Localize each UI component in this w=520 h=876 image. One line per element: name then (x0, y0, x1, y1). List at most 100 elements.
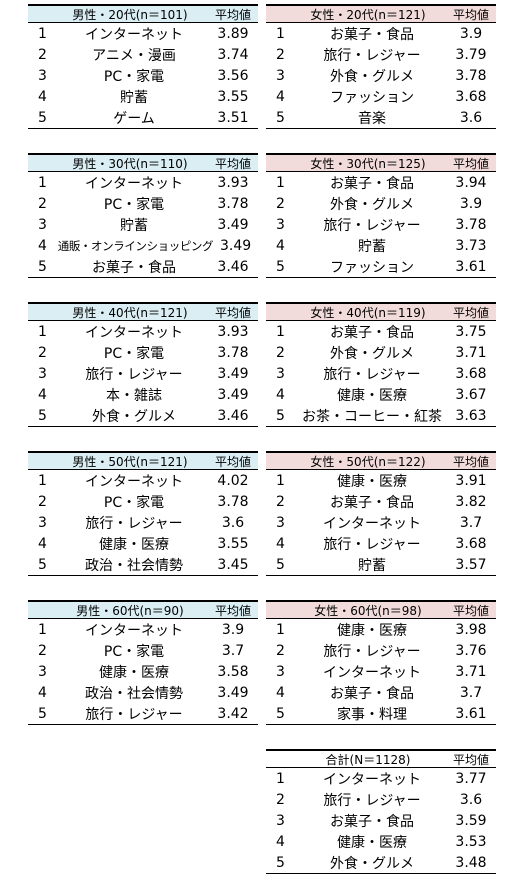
group-label: 男性・40代(n＝121) (72, 305, 188, 320)
table-row: 4 貯蓄 3.73 (266, 235, 496, 256)
category-cell: 外食・グルメ (330, 855, 414, 872)
average-value-cell: 3.78 (217, 195, 249, 212)
rank-cell: 5 (38, 556, 47, 573)
rank-cell: 5 (276, 258, 285, 275)
rank-cell: 4 (38, 684, 47, 701)
table-row: 1 インターネット 3.9 (28, 619, 258, 640)
table-row: 2 PC・家電 3.78 (28, 491, 258, 512)
category-cell: 政治・社会情勢 (85, 685, 183, 702)
average-column-label: 平均値 (452, 7, 489, 22)
table-row: 5 ゲーム 3.51 (28, 107, 258, 129)
average-value-cell: 3.71 (455, 344, 487, 361)
group-label: 男性・50代(n＝121) (72, 454, 188, 469)
rank-cell: 4 (276, 535, 285, 552)
average-value-cell: 3.76 (455, 642, 487, 659)
category-cell: 外食・グルメ (330, 196, 414, 213)
table-row: 4 ファッション 3.68 (266, 86, 496, 107)
category-cell: 貯蓄 (358, 238, 386, 255)
average-value-cell: 3.77 (455, 770, 487, 787)
rank-cell: 4 (38, 237, 47, 254)
table-row: 4 お菓子・食品 3.7 (266, 682, 496, 703)
rank-cell: 3 (38, 663, 47, 680)
table-row: 3 旅行・レジャー 3.68 (266, 363, 496, 384)
rank-cell: 3 (38, 365, 47, 382)
rank-cell: 1 (276, 472, 285, 489)
table-f50: 女性・50代(n＝122) 平均値 1 健康・医療 3.91 2 お菓子・食品 3.82 3 イン… (266, 451, 496, 576)
rank-cell: 5 (276, 705, 285, 722)
table-row: 2 お菓子・食品 3.82 (266, 491, 496, 512)
average-value-cell: 3.94 (455, 174, 487, 191)
rank-cell: 1 (276, 25, 285, 42)
table-row: 2 旅行・レジャー 3.79 (266, 44, 496, 65)
rank-cell: 4 (38, 386, 47, 403)
table-row: 3 インターネット 3.71 (266, 661, 496, 682)
table-row: 3 旅行・レジャー 3.49 (28, 363, 258, 384)
category-cell: 政治・社会情勢 (85, 557, 183, 574)
table-m20: 男性・20代(n＝101) 平均値 1 インターネット 3.89 2 アニメ・漫画 3.74 3… (28, 4, 258, 129)
average-value-cell: 3.55 (217, 88, 249, 105)
category-cell: 家事・料理 (337, 706, 407, 723)
category-cell: ファッション (330, 89, 414, 106)
rank-cell: 2 (38, 642, 47, 659)
table-row: 5 お茶・コーヒー・紅茶 3.63 (266, 405, 496, 427)
table-row: 4 健康・医療 3.55 (28, 533, 258, 554)
table-total: 合計(N＝1128) 平均値 1 インターネット 3.77 2 旅行・レジャー 3.6 3 お菓子… (266, 749, 496, 874)
rank-cell: 1 (38, 472, 47, 489)
table-row: 4 通販・オンラインショッピング 3.49 (28, 235, 258, 256)
average-value-cell: 3.68 (455, 535, 487, 552)
table-header: 男性・20代(n＝101) 平均値 (28, 4, 258, 23)
average-value-cell: 3.68 (455, 88, 487, 105)
rank-cell: 1 (38, 174, 47, 191)
category-cell: インターネット (323, 664, 421, 681)
category-cell: PC・家電 (103, 643, 165, 660)
table-row: 4 健康・医療 3.67 (266, 384, 496, 405)
table-row: 3 健康・医療 3.58 (28, 661, 258, 682)
group-label: 女性・60代(n＝98) (314, 603, 422, 618)
category-cell: 旅行・レジャー (323, 643, 421, 660)
average-column-label: 平均値 (452, 752, 489, 767)
rank-cell: 4 (276, 386, 285, 403)
rank-cell: 2 (38, 46, 47, 63)
category-cell: PC・家電 (103, 196, 165, 213)
group-label: 男性・30代(n＝110) (72, 156, 188, 171)
rank-cell: 4 (276, 237, 285, 254)
table-m50: 男性・50代(n＝121) 平均値 1 インターネット 4.02 2 PC・家電 3.78 3 旅… (28, 451, 258, 576)
table-f20: 女性・20代(n＝121) 平均値 1 お菓子・食品 3.9 2 旅行・レジャー 3.79 3 外… (266, 4, 496, 129)
category-cell: インターネット (85, 324, 183, 341)
average-value-cell: 3.9 (459, 25, 483, 42)
rank-cell: 3 (276, 663, 285, 680)
average-value-cell: 3.7 (221, 642, 245, 659)
table-row: 2 アニメ・漫画 3.74 (28, 44, 258, 65)
average-value-cell: 3.7 (459, 684, 483, 701)
table-row: 1 お菓子・食品 3.75 (266, 321, 496, 342)
average-value-cell: 3.46 (217, 258, 249, 275)
category-cell: 外食・グルメ (330, 345, 414, 362)
average-value-cell: 3.78 (455, 216, 487, 233)
table-m30: 男性・30代(n＝110) 平均値 1 インターネット 3.93 2 PC・家電 3.78 3 貯… (28, 153, 258, 278)
category-cell: インターネット (323, 515, 421, 532)
table-row: 5 外食・グルメ 3.48 (266, 852, 496, 874)
table-row: 1 インターネット 3.93 (28, 172, 258, 193)
category-cell: 旅行・レジャー (323, 366, 421, 383)
table-row: 4 健康・医療 3.53 (266, 831, 496, 852)
table-row: 5 家事・料理 3.61 (266, 703, 496, 725)
rank-cell: 4 (38, 535, 47, 552)
table-row: 3 お菓子・食品 3.59 (266, 810, 496, 831)
category-cell: 旅行・レジャー (85, 366, 183, 383)
rank-cell: 4 (276, 684, 285, 701)
rank-cell: 4 (276, 833, 285, 850)
rank-cell: 5 (38, 407, 47, 424)
table-header: 男性・50代(n＝121) 平均値 (28, 451, 258, 470)
table-row: 1 インターネット 4.02 (28, 470, 258, 491)
average-value-cell: 3.98 (455, 621, 487, 638)
group-label: 女性・30代(n＝125) (310, 156, 426, 171)
category-cell: 通販・オンラインショッピング (57, 238, 214, 253)
rank-cell: 2 (38, 344, 47, 361)
average-column-label: 平均値 (214, 603, 251, 618)
category-cell: お菓子・食品 (330, 324, 414, 341)
rank-cell: 2 (38, 195, 47, 212)
category-cell: インターネット (85, 622, 183, 639)
group-label: 女性・50代(n＝122) (310, 454, 426, 469)
category-cell: お菓子・食品 (330, 813, 414, 830)
group-label: 合計(N＝1128) (325, 752, 411, 767)
